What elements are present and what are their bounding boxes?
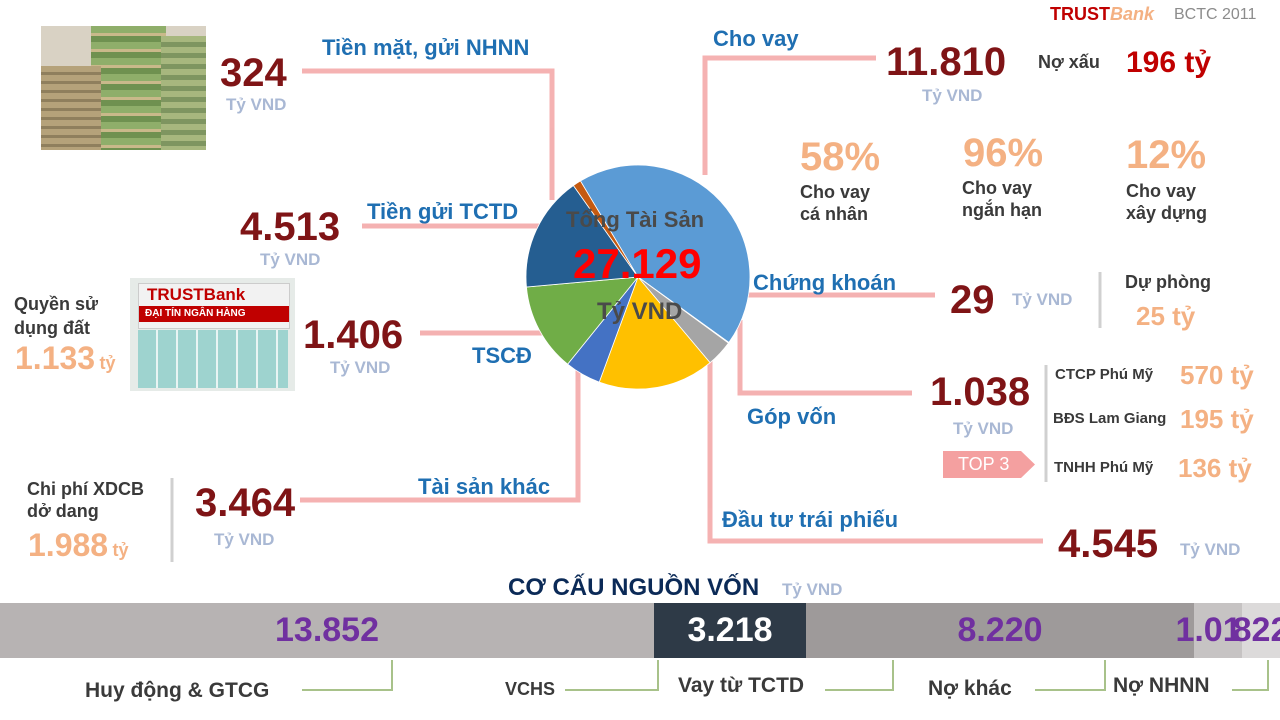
funding-segment-2: 3.218 <box>654 603 806 658</box>
top-2-name: BĐS Lam Giang <box>1053 410 1167 427</box>
top-3-name: TNHH Phú Mỹ <box>1054 459 1154 476</box>
top-2-value: 195 tỷ <box>1180 404 1254 434</box>
stat-text-1: Cho vay cá nhân <box>800 182 871 224</box>
khac-sub-label: Chi phí XDCB dở dang <box>27 479 144 521</box>
cho-vay-unit: Tỷ VND <box>922 86 983 105</box>
khac-label: Tài sản khác <box>418 474 551 499</box>
total-assets-pie <box>525 164 751 390</box>
npl-value: 196 tỷ <box>1126 46 1212 79</box>
pie-slice-1 <box>579 164 751 344</box>
stat-pct-3: 12% <box>1126 133 1207 177</box>
top-1-name: CTCP Phú Mỹ <box>1055 366 1154 383</box>
tien-mat-label: Tiền mặt, gửi NHNN <box>322 35 530 60</box>
funding-label-4: Nợ khác <box>928 677 1012 700</box>
pie-slice-8 <box>572 180 639 278</box>
tscd-sub-value: 1.133 <box>15 340 96 376</box>
chung-khoan-label: Chứng khoán <box>753 270 897 295</box>
npl-label: Nợ xấu <box>1038 52 1100 72</box>
stat-pct-1: 58% <box>800 135 881 179</box>
tien-gui-unit: Tỷ VND <box>260 250 321 269</box>
brand-logo: TRUSTBank <box>1050 4 1154 25</box>
trai-phieu-unit: Tỷ VND <box>1180 540 1241 559</box>
top3-badge: TOP 3 <box>943 451 1035 478</box>
top3-label: TOP 3 <box>958 454 1010 474</box>
tien-gui-value: 4.513 <box>240 205 341 249</box>
pie-slice-6 <box>526 276 639 365</box>
trai-phieu-value: 4.545 <box>1058 522 1159 566</box>
provision-label: Dự phòng <box>1125 272 1212 292</box>
funding-unit: Tỷ VND <box>782 580 843 599</box>
bank-building-photo: TRUSTBank ĐẠI TÍN NGÂN HÀNG <box>130 278 295 391</box>
funding-segment-1: 13.852 <box>0 603 654 658</box>
funding-value-5: 822 <box>1232 611 1280 649</box>
khac-sub-value-row: 1.988 tỷ <box>28 527 129 564</box>
chung-khoan-unit: Tỷ VND <box>1012 290 1073 309</box>
tien-gui-label: Tiền gửi TCTD <box>367 199 519 224</box>
funding-value-2: 3.218 <box>687 611 773 649</box>
funding-value-3: 8.220 <box>957 611 1043 649</box>
sign-subtitle: ĐẠI TÍN NGÂN HÀNG <box>139 306 289 322</box>
pie-total-value: 27.129 <box>573 240 702 287</box>
funding-label-1: Huy động & GTCG <box>85 679 270 702</box>
gop-von-value: 1.038 <box>930 370 1031 414</box>
khac-unit: Tỷ VND <box>214 530 275 549</box>
khac-sub-value: 1.988 <box>28 527 109 563</box>
stat-text-2: Cho vay ngắn hạn <box>962 178 1042 220</box>
tscd-sub-unit: tỷ <box>99 353 116 373</box>
pie-unit: Tỷ VND <box>597 298 683 325</box>
tien-mat-value: 324 <box>220 51 287 95</box>
pie-title: Tổng Tài Sản <box>566 207 705 232</box>
funding-label-5: Nợ NHNN <box>1113 674 1210 697</box>
tscd-sub-value-row: 1.133 tỷ <box>15 340 116 377</box>
funding-label-3: Vay từ TCTD <box>678 674 805 697</box>
stat-pct-2: 96% <box>963 131 1044 175</box>
funding-label-2: VCHS <box>505 679 556 699</box>
trai-phieu-label: Đầu tư trái phiếu <box>722 507 899 532</box>
tscd-value: 1.406 <box>303 313 404 357</box>
khac-sub-unit: tỷ <box>112 540 129 560</box>
funding-title: CƠ CẤU NGUỒN VỐN <box>508 574 760 601</box>
top-1-value: 570 tỷ <box>1180 360 1254 390</box>
cho-vay-value: 11.810 <box>886 40 1007 84</box>
stat-text-3: Cho vay xây dựng <box>1126 181 1208 223</box>
money-photo <box>41 26 206 150</box>
pie-slice-4 <box>598 276 711 390</box>
brand-bank: Bank <box>1110 4 1155 24</box>
tscd-label: TSCĐ <box>472 343 532 368</box>
tscd-sub-label: Quyền sử dụng đất <box>14 294 99 338</box>
cho-vay-label: Cho vay <box>713 26 799 51</box>
funding-value-1: 13.852 <box>275 611 379 649</box>
pie-slice-7 <box>525 184 639 288</box>
funding-segment-5: 822 <box>1233 603 1280 658</box>
report-label: BCTC 2011 <box>1174 6 1257 23</box>
gop-von-label: Góp vốn <box>747 404 837 429</box>
top-3-value: 136 tỷ <box>1178 453 1252 483</box>
funding-segment-3: 8.220 <box>806 603 1194 658</box>
provision-value: 25 tỷ <box>1136 301 1196 331</box>
chung-khoan-value: 29 <box>950 278 995 322</box>
sign-brand: TRUSTBank <box>147 285 246 304</box>
tscd-unit: Tỷ VND <box>330 358 391 377</box>
gop-von-unit: Tỷ VND <box>953 419 1014 438</box>
khac-value: 3.464 <box>195 481 296 525</box>
tien-mat-unit: Tỷ VND <box>226 95 287 114</box>
brand-trust: TRUST <box>1050 4 1110 24</box>
